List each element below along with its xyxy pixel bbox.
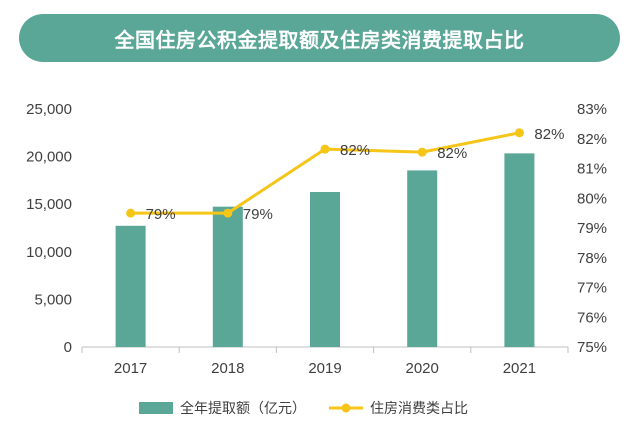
line-point (417, 147, 427, 157)
x-tick-label: 2019 (308, 360, 341, 377)
data-labels: 79% 79% 82% 82% 82% (146, 126, 565, 223)
y-right-tick-label: 77% (577, 280, 607, 297)
bar (310, 192, 340, 347)
legend-bar-label: 全年提取额（亿元） (180, 400, 306, 417)
legend-line-marker (341, 403, 351, 413)
y-left-tick-label: 0 (64, 339, 72, 356)
bar-series (115, 153, 535, 347)
legend-line-label: 住房消费类占比 (370, 401, 468, 417)
y-left-tick-label: 10,000 (26, 244, 72, 261)
title-banner: 全国住房公积金提取额及住房类消费提取占比 (19, 14, 620, 62)
line-data-label: 82% (437, 145, 467, 162)
line-point (514, 128, 524, 138)
x-tick-label: 2021 (503, 360, 536, 377)
y-left-tick-label: 5,000 (34, 291, 72, 308)
bar (212, 206, 243, 347)
bar (504, 153, 535, 347)
y-left-tick-label: 25,000 (26, 101, 72, 118)
bar (407, 170, 438, 347)
y-right-tick-label: 75% (577, 339, 607, 356)
line-data-label: 82% (340, 142, 370, 159)
axes: 0 5,000 10,000 15,000 20,000 25,000 75% 76% 77% 7… (26, 101, 607, 377)
y-right-tick-label: 83% (577, 101, 607, 118)
bar (115, 225, 146, 347)
x-tick-label: 2020 (406, 360, 439, 377)
x-tick-label: 2017 (114, 360, 147, 377)
line-data-label: 79% (146, 206, 176, 223)
x-tick-label: 2018 (211, 360, 244, 377)
legend-bar-swatch (139, 402, 173, 414)
y-left-tick-label: 20,000 (26, 149, 72, 166)
line-data-label: 82% (534, 126, 564, 143)
y-right-tick-label: 82% (577, 131, 607, 148)
y-right-tick-label: 79% (577, 220, 607, 237)
line-point (223, 208, 233, 218)
line-point (320, 144, 330, 154)
line-data-label: 79% (243, 206, 273, 223)
y-right-tick-label: 80% (577, 190, 607, 207)
line-point (126, 208, 136, 218)
y-right-tick-label: 78% (577, 250, 607, 267)
y-right-tick-label: 81% (577, 161, 607, 178)
chart-title: 全国住房公积金提取额及住房类消费提取占比 (114, 27, 525, 52)
legend: 全年提取额（亿元） 住房消费类占比 (139, 400, 468, 417)
y-right-tick-label: 76% (577, 309, 607, 326)
y-left-tick-label: 15,000 (26, 196, 72, 213)
line-series (126, 128, 524, 218)
